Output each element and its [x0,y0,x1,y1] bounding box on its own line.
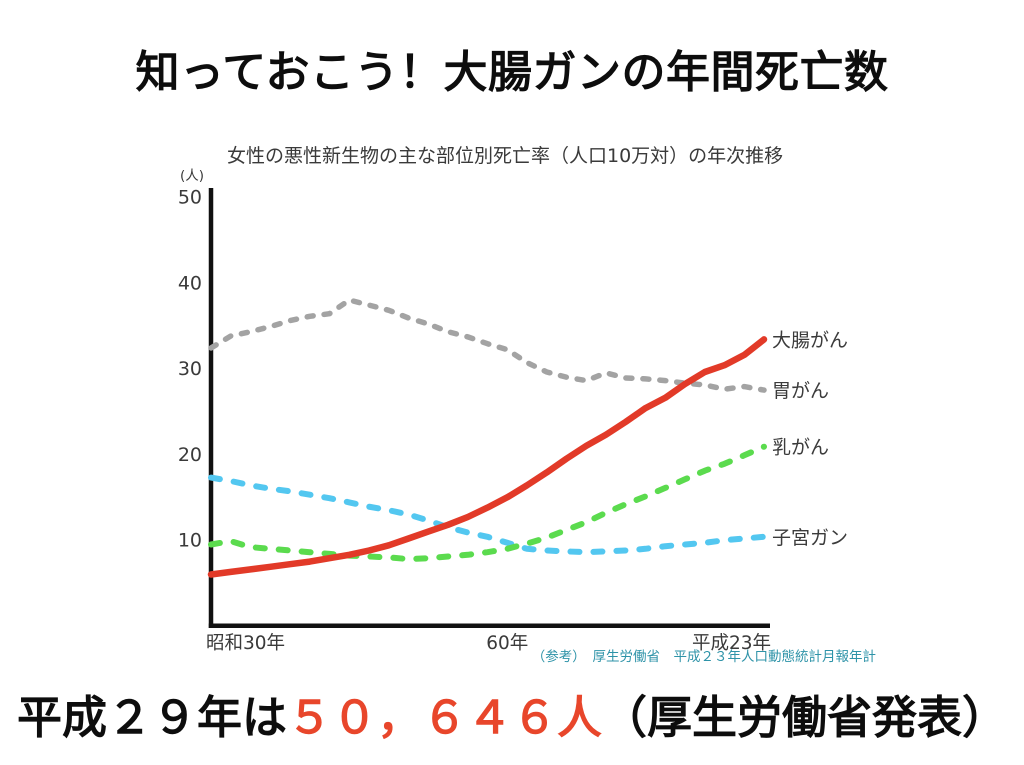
legend-label-大腸がん: 大腸がん [772,329,848,351]
slide-title: 知っておこう！大腸ガンの年間死亡数 [135,47,889,98]
series-line-大腸がん [207,336,768,578]
series-line-乳がん [208,443,767,563]
headline: 平成２９年は５０，６４６人（厚生労働省発表） [0,681,1024,746]
chart-source-note: （参考） 厚生労働省 平成２３年人口動態統計月報年計 [532,648,876,665]
headline-prefix: 平成２９年は [16,691,287,744]
y-axis-unit-label: (人) [180,168,204,184]
headline-suffix: （厚生労働省発表） [602,691,1008,744]
y-tick-label-20: 20 [178,444,202,466]
y-tick-label-30: 30 [178,358,202,380]
x-tick-label-2: 平成23年 [692,633,771,654]
legend-label-胃がん: 胃がん [772,380,829,402]
x-tick-label-1: 60年 [486,633,528,654]
series-line-胃がん [208,297,767,393]
y-tick-label-50: 50 [178,187,202,209]
series-line-子宮ガン [208,474,767,556]
headline-value: ５０，６４６人 [286,691,602,744]
x-tick-label-0: 昭和30年 [206,633,285,654]
chart-figure: 女性の悪性新生物の主な部位別死亡率（人口10万対）の年次推移 (人) 10 20 30 4… [170,135,940,670]
y-tick-label-10: 10 [178,530,202,552]
mortality-line-chart: 女性の悪性新生物の主な部位別死亡率（人口10万対）の年次推移 (人) 10 20 30 4… [178,145,876,665]
y-tick-label-40: 40 [178,272,202,294]
chart-title: 女性の悪性新生物の主な部位別死亡率（人口10万対）の年次推移 [227,145,783,167]
legend-label-子宮ガン: 子宮ガン [772,527,848,549]
legend-label-乳がん: 乳がん [772,437,829,459]
